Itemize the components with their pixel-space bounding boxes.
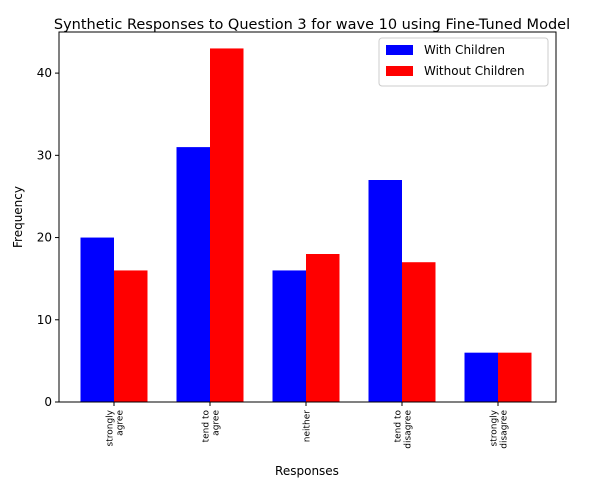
bar-without-children-3 [402, 262, 436, 402]
x-tick-label: neither [303, 410, 313, 443]
bar-with-children-0 [80, 237, 114, 402]
x-tick-label-line: agree [212, 410, 222, 436]
x-tick-label-line: disagree [404, 410, 414, 449]
legend-swatch [386, 45, 413, 55]
y-tick-label: 20 [37, 231, 52, 245]
x-tick-label: tend to disagree [394, 410, 414, 449]
x-tick-label: strongly disagree [490, 409, 510, 448]
bar-without-children-0 [114, 270, 148, 402]
x-tick-label-line: strongly [106, 409, 116, 446]
bar-with-children-3 [368, 180, 402, 402]
legend-label: Without Children [424, 64, 525, 78]
bar-without-children-4 [498, 352, 532, 402]
y-axis: 0 10 20 30 40 [37, 66, 59, 409]
x-tick-label-line: neither [303, 410, 313, 443]
x-tick-label: strongly agree [106, 409, 126, 446]
legend-swatch [386, 66, 413, 76]
x-tick-label-line: tend to [202, 410, 212, 443]
x-tick-label-line: strongly [490, 409, 500, 446]
y-tick-label: 10 [37, 313, 52, 327]
y-axis-label: Frequency [11, 186, 25, 248]
legend: With Children Without Children [378, 37, 549, 87]
plot-frame [58, 31, 557, 403]
bars-group [80, 48, 532, 402]
bar-with-children-4 [464, 352, 498, 402]
y-tick-label: 40 [37, 66, 52, 80]
x-axis-label: Responses [275, 464, 339, 478]
legend-label: With Children [424, 43, 505, 57]
x-tick-label-line: disagree [500, 410, 510, 449]
bar-without-children-2 [306, 254, 340, 402]
x-tick-label-line: agree [116, 410, 126, 436]
bar-with-children-1 [176, 147, 210, 402]
legend-box [378, 37, 549, 87]
y-tick-label: 30 [37, 148, 52, 162]
bar-without-children-1 [210, 48, 244, 402]
bar-with-children-2 [272, 270, 306, 402]
x-tick-label-line: tend to [394, 410, 404, 443]
y-tick-label: 0 [44, 395, 52, 409]
x-axis: strongly agree tend to agree neither tend to d… [106, 402, 510, 449]
x-tick-label: tend to agree [202, 410, 222, 443]
chart-title: Synthetic Responses to Question 3 for wa… [54, 17, 570, 33]
